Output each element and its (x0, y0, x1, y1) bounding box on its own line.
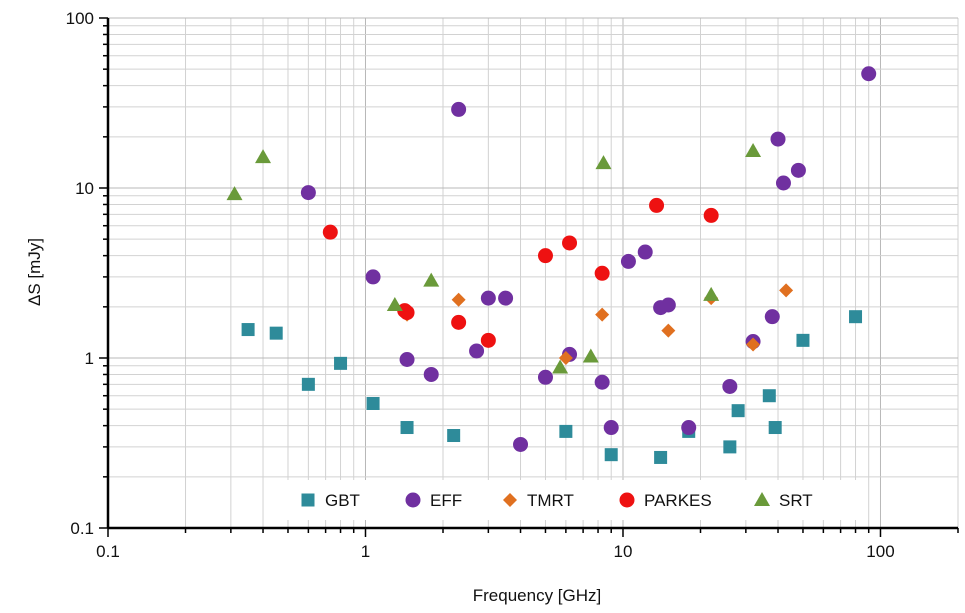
series-parkes (322, 197, 719, 348)
point-eff (861, 66, 877, 82)
point-srt (226, 186, 243, 201)
point-srt (582, 348, 599, 363)
point-gbt (447, 429, 461, 443)
x-tick-label: 1 (361, 542, 370, 561)
point-srt (255, 149, 272, 164)
point-gbt (269, 326, 283, 340)
legend-label-gbt: GBT (325, 491, 360, 510)
legend-label-srt: SRT (779, 491, 813, 510)
point-srt (745, 143, 762, 158)
point-gbt (559, 424, 573, 438)
point-eff (480, 290, 496, 306)
point-eff (513, 436, 529, 452)
point-parkes (594, 265, 610, 281)
point-gbt (366, 396, 380, 410)
point-eff (637, 244, 653, 260)
y-tick-label: 100 (66, 9, 94, 28)
point-gbt (654, 450, 668, 464)
series-eff (300, 66, 877, 452)
series-gbt (241, 310, 863, 464)
point-eff (537, 369, 553, 385)
legend-label-parkes: PARKES (644, 491, 712, 510)
point-srt (595, 155, 612, 170)
point-tmrt (451, 292, 466, 307)
point-eff (498, 290, 514, 306)
point-srt (703, 286, 720, 301)
point-parkes (480, 332, 496, 348)
legend-marker-srt (754, 492, 770, 506)
point-tmrt (558, 351, 573, 365)
y-tick-label: 1 (85, 349, 94, 368)
point-gbt (334, 356, 348, 370)
x-tick-label: 0.1 (96, 542, 120, 561)
point-tmrt (595, 307, 610, 322)
point-parkes (451, 314, 467, 330)
point-eff (790, 162, 806, 178)
point-eff (423, 366, 439, 382)
axes: 0.1 1 10 100 0.1 1 10 100 (66, 9, 959, 561)
y-axis-title: ΔS [mJy] (25, 238, 44, 306)
point-gbt (796, 333, 810, 347)
legend-marker-eff (405, 492, 421, 508)
point-eff (775, 175, 791, 191)
point-eff (660, 297, 676, 313)
point-gbt (604, 448, 618, 462)
point-parkes (562, 235, 578, 251)
point-parkes (703, 207, 719, 223)
legend-marker-tmrt (503, 493, 517, 507)
point-eff (469, 343, 485, 359)
data-points (226, 66, 877, 464)
point-gbt (301, 377, 315, 391)
point-gbt (400, 421, 414, 435)
point-eff (594, 374, 610, 390)
point-eff (770, 131, 786, 147)
point-eff (451, 101, 467, 117)
point-gbt (731, 404, 745, 418)
y-tick-label: 0.1 (70, 519, 94, 538)
point-eff (681, 420, 697, 436)
point-gbt (768, 421, 782, 435)
point-parkes (322, 224, 338, 240)
point-gbt (762, 389, 776, 403)
point-parkes (537, 248, 553, 264)
point-tmrt (779, 283, 794, 298)
series-srt (226, 143, 762, 374)
point-gbt (723, 440, 737, 454)
point-tmrt (746, 337, 761, 352)
legend-marker-gbt (301, 493, 315, 507)
point-gbt (849, 310, 863, 324)
point-eff (620, 253, 636, 269)
point-eff (722, 378, 738, 394)
legend-label-tmrt: TMRT (527, 491, 574, 510)
point-srt (423, 272, 440, 287)
x-tick-label: 100 (866, 542, 894, 561)
point-eff (603, 420, 619, 436)
point-srt (552, 359, 569, 374)
grid (107, 17, 959, 529)
point-eff (365, 269, 381, 285)
point-eff (300, 185, 316, 201)
point-eff (764, 309, 780, 325)
x-axis-title: Frequency [GHz] (473, 586, 602, 605)
legend-marker-parkes (619, 492, 635, 508)
point-parkes (649, 197, 665, 213)
point-gbt (241, 323, 255, 337)
x-tick-label: 10 (614, 542, 633, 561)
point-srt (386, 297, 403, 312)
point-eff (399, 351, 415, 367)
legend-label-eff: EFF (430, 491, 462, 510)
point-tmrt (661, 323, 676, 338)
point-parkes (399, 305, 415, 321)
y-tick-label: 10 (75, 179, 94, 198)
legend: GBT EFF TMRT PARKES SRT (280, 480, 858, 520)
